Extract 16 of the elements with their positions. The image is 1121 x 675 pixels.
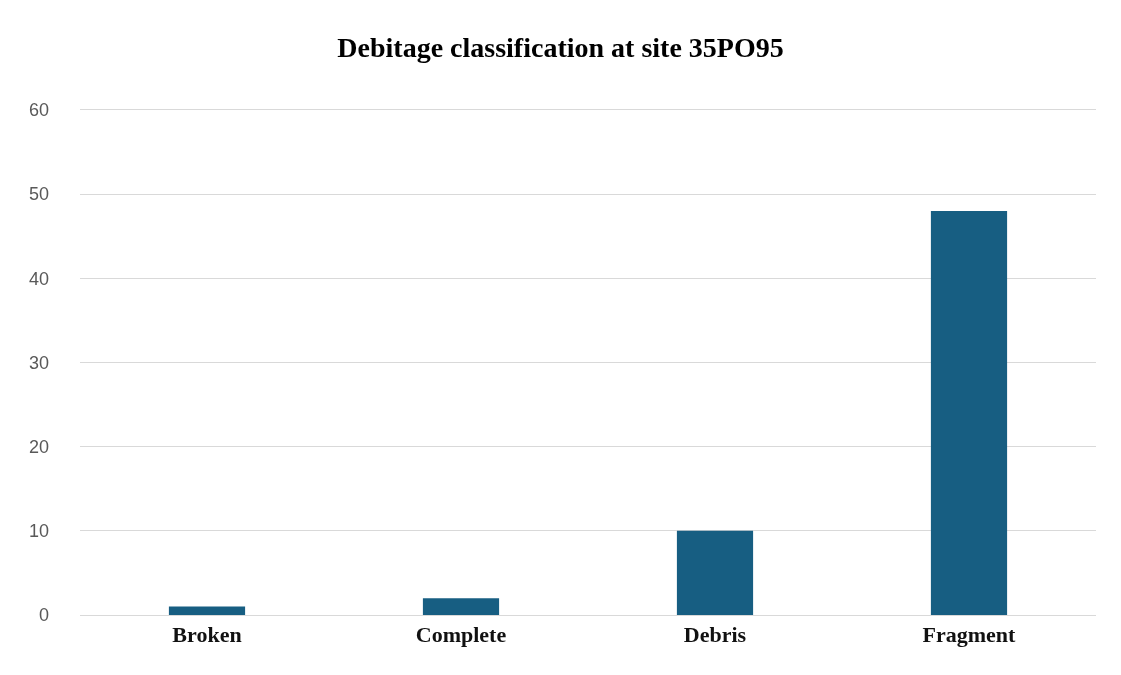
x-tick-label: Debris xyxy=(683,622,747,648)
x-tick-label: Complete xyxy=(415,622,507,648)
y-tick-label: 20 xyxy=(28,436,49,457)
y-tick-label: 0 xyxy=(38,605,49,626)
bar xyxy=(930,211,1008,615)
x-tick-label: Broken xyxy=(172,622,242,648)
y-tick-label: 60 xyxy=(28,100,49,121)
bar xyxy=(422,598,500,615)
x-tick-label: Fragment xyxy=(922,622,1017,648)
y-tick-label: 30 xyxy=(28,352,49,373)
bar xyxy=(676,530,754,615)
bar xyxy=(168,606,246,615)
y-tick-label: 40 xyxy=(28,268,49,289)
y-tick-label: 50 xyxy=(28,184,49,205)
y-tick-label: 10 xyxy=(28,521,49,542)
chart-title: Debitage classification at site 35PO95 xyxy=(337,32,784,64)
